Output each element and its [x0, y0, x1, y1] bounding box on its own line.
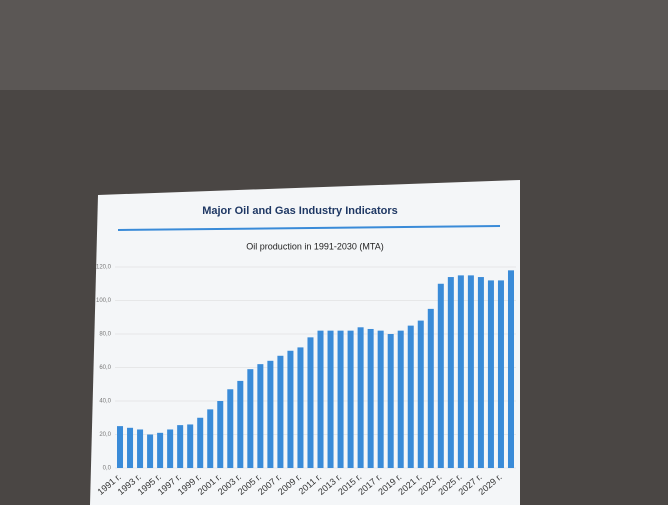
ceiling: [0, 0, 668, 90]
bar: [217, 401, 224, 468]
bar: [407, 325, 414, 468]
bar: [327, 330, 334, 468]
chart-subtitle: Oil production in 1991-2030 (MTA): [246, 241, 383, 251]
bar: [357, 327, 364, 468]
y-tick-label: 40,0: [99, 399, 111, 405]
bar: [237, 380, 244, 468]
bar: [487, 280, 494, 468]
bar: [447, 277, 454, 468]
bar: [267, 360, 274, 468]
bar: [457, 275, 464, 468]
bar: [427, 308, 434, 468]
y-tick-label: 80,0: [99, 332, 111, 338]
y-tick-label: 0,0: [103, 466, 112, 472]
bar: [307, 337, 314, 468]
bar: [167, 429, 174, 468]
bar: [467, 275, 474, 468]
bar: [347, 330, 354, 468]
bar: [377, 330, 384, 468]
bar: [497, 280, 504, 468]
bar: [207, 409, 214, 468]
y-tick-label: 60,0: [99, 365, 111, 371]
bar: [127, 427, 134, 468]
bar: [417, 320, 424, 468]
bar: [227, 389, 234, 468]
bar: [477, 277, 484, 468]
bar: [367, 328, 374, 468]
bar: [397, 330, 404, 468]
bar: [337, 330, 344, 468]
bar: [157, 432, 164, 468]
bar: [257, 364, 264, 468]
bar: [507, 270, 514, 468]
y-tick-label: 100,0: [96, 298, 112, 304]
bar: [277, 355, 284, 468]
bar: [147, 434, 154, 468]
bar: [387, 334, 394, 468]
bar: [177, 425, 184, 468]
bar: [317, 330, 324, 468]
bar: [197, 417, 204, 468]
y-tick-label: 20,0: [99, 432, 111, 438]
bar: [137, 429, 144, 468]
bar: [187, 424, 194, 468]
bar: [117, 426, 124, 468]
title-rule: [117, 225, 501, 231]
bar: [297, 347, 304, 468]
bar: [247, 369, 254, 468]
bar: [287, 350, 294, 468]
slide-title: Major Oil and Gas Industry Indicators: [202, 205, 398, 217]
bar: [437, 283, 444, 468]
y-tick-label: 120,0: [96, 265, 112, 271]
